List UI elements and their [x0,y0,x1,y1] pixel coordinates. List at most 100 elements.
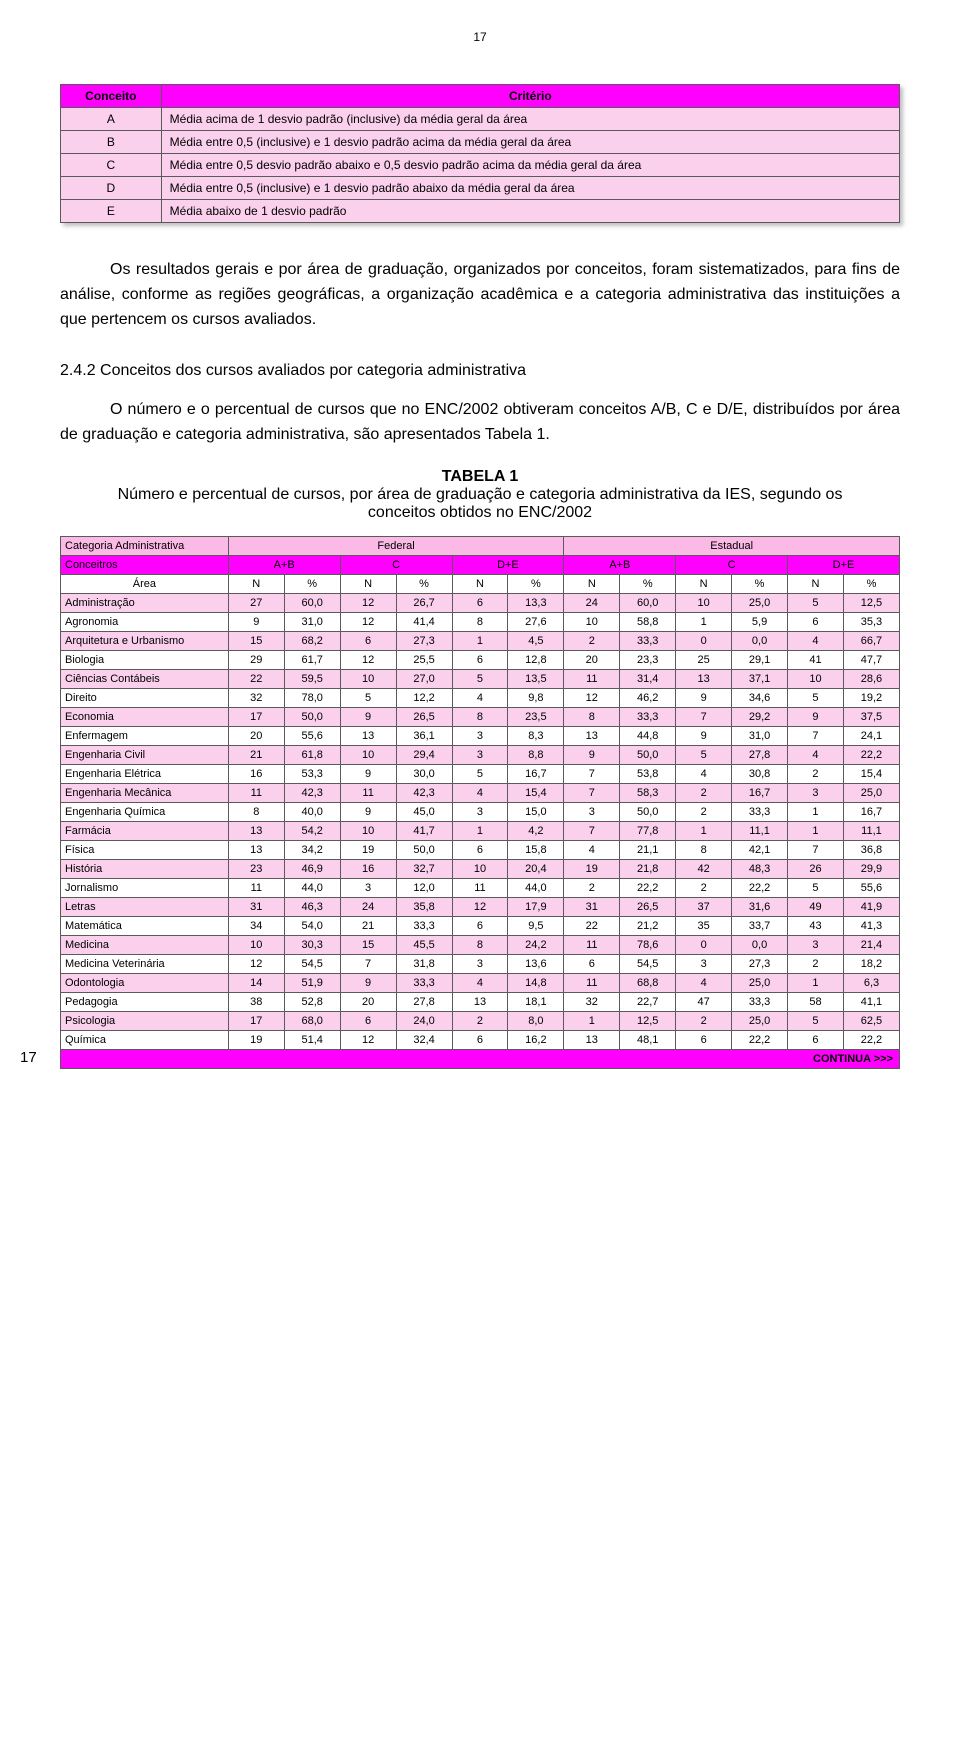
data-row: Engenharia Elétrica1653,3930,0516,7753,8… [61,764,900,783]
data-row: Medicina1030,31545,5824,21178,600,0321,4 [61,935,900,954]
cell-value: 5 [788,593,844,612]
cell-value: 31,8 [396,954,452,973]
cell-value: 7 [340,954,396,973]
cell-value: 2 [564,631,620,650]
cell-value: 6 [788,612,844,631]
cell-value: 7 [564,783,620,802]
cell-value: 17 [228,1011,284,1030]
cell-value: 26,5 [396,707,452,726]
cell-value: 21 [340,916,396,935]
data-row: Pedagogia3852,82027,81318,13222,74733,35… [61,992,900,1011]
header-subgroup: A+B [564,555,676,574]
cell-value: 31,6 [732,897,788,916]
cell-value: 3 [452,954,508,973]
cell-area: Enfermagem [61,726,229,745]
cell-value: 16,2 [508,1030,564,1049]
cell-value: 9 [676,688,732,707]
cell-value: 4 [788,631,844,650]
cell-value: 1 [788,973,844,992]
cell-value: 21,2 [620,916,676,935]
data-row: Física1334,21950,0615,8421,1842,1736,8 [61,840,900,859]
cell-value: 33,7 [732,916,788,935]
cell-value: 54,5 [284,954,340,973]
cell-value: 29 [228,650,284,669]
cell-value: 17,9 [508,897,564,916]
cell-value: 4,5 [508,631,564,650]
cell-value: 44,8 [620,726,676,745]
cell-value: 16,7 [843,802,899,821]
cell-value: 54,2 [284,821,340,840]
cell-value: 59,5 [284,669,340,688]
cell-value: 5 [788,688,844,707]
cell-value: 24,1 [843,726,899,745]
cell-value: 22 [564,916,620,935]
header-conceitros: Conceitros [61,555,229,574]
cell-value: 0,0 [732,631,788,650]
data-row: Engenharia Mecânica1142,31142,3415,4758,… [61,783,900,802]
cell-area: Administração [61,593,229,612]
cell-value: 12 [340,1030,396,1049]
cell-value: 12,5 [843,593,899,612]
cell-area: Pedagogia [61,992,229,1011]
cell-value: 46,9 [284,859,340,878]
cell-value: 9 [340,802,396,821]
cell-value: 28,6 [843,669,899,688]
cell-value: 22,2 [732,1030,788,1049]
cell-value: 3 [564,802,620,821]
cell-value: 29,2 [732,707,788,726]
table-caption-line1: TABELA 1 [442,468,518,485]
cell-value: 26,7 [396,593,452,612]
cell-value: 22,2 [620,878,676,897]
cell-value: 11 [564,973,620,992]
cell-value: 11,1 [843,821,899,840]
cell-value: 68,0 [284,1011,340,1030]
cell-value: 4 [564,840,620,859]
cell-area: Biologia [61,650,229,669]
cell-value: 43 [788,916,844,935]
header-metric: % [732,574,788,593]
cell-value: 32,7 [396,859,452,878]
cell-value: 24,0 [396,1011,452,1030]
cell-value: 23,5 [508,707,564,726]
cell-value: 20 [564,650,620,669]
cell-area: Letras [61,897,229,916]
cell-value: 3 [788,783,844,802]
cell-value: 1 [676,612,732,631]
cell-value: 24 [340,897,396,916]
cell-value: 18,1 [508,992,564,1011]
cell-value: 25,0 [732,973,788,992]
cell-value: 8 [228,802,284,821]
cell-value: 10 [788,669,844,688]
cell-value: 29,9 [843,859,899,878]
cell-value: 13 [564,726,620,745]
header-subgroup: D+E [452,555,564,574]
cell-value: 21,4 [843,935,899,954]
cell-value: 78,6 [620,935,676,954]
cell-value: 1 [676,821,732,840]
cell-area: Medicina [61,935,229,954]
cell-area: Química [61,1030,229,1049]
criteria-cell-conceito: B [61,131,162,154]
cell-value: 42,3 [396,783,452,802]
cell-value: 5 [788,878,844,897]
cell-value: 12 [340,593,396,612]
cell-value: 0,0 [732,935,788,954]
cell-value: 12,8 [508,650,564,669]
cell-value: 9 [676,726,732,745]
data-row: Biologia2961,71225,5612,82023,32529,1414… [61,650,900,669]
cell-value: 3 [452,745,508,764]
cell-value: 58,3 [620,783,676,802]
cell-value: 27,8 [732,745,788,764]
cell-value: 7 [788,726,844,745]
data-row: Matemática3454,02133,369,52221,23533,743… [61,916,900,935]
cell-value: 37,5 [843,707,899,726]
criteria-cell-criterio: Média entre 0,5 (inclusive) e 1 desvio p… [161,177,899,200]
cell-value: 5 [676,745,732,764]
cell-value: 6 [788,1030,844,1049]
cell-value: 50,0 [396,840,452,859]
cell-value: 25,5 [396,650,452,669]
cell-value: 15,8 [508,840,564,859]
cell-value: 35,3 [843,612,899,631]
cell-area: Jornalismo [61,878,229,897]
cell-value: 9 [340,764,396,783]
